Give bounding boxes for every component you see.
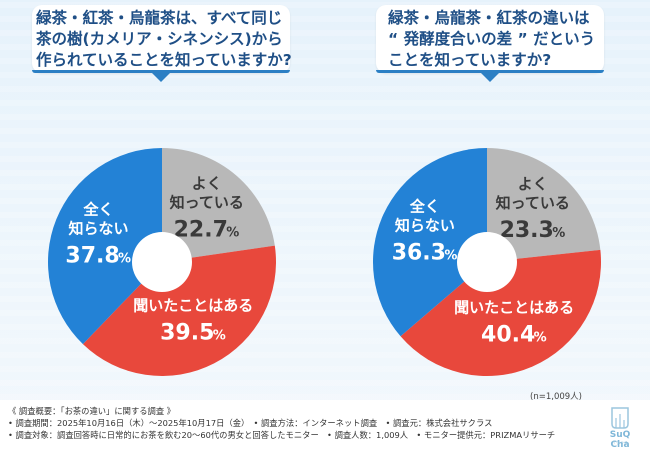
pie-1-label-0-line-0: よく	[518, 175, 548, 193]
pie-0-slice-2	[48, 148, 162, 345]
right-title-underline	[376, 70, 604, 73]
left-title-line-1: 緑茶・紅茶・烏龍茶は、すべて同じ	[36, 9, 283, 27]
right-title-pointer	[481, 73, 499, 82]
pie-0-value-0: 22.7	[174, 217, 228, 242]
left-question-box: 緑茶・紅茶・烏龍茶は、すべて同じ 茶の樹(カメリア・シネンシス)から 作られてい…	[32, 5, 292, 82]
right-title-line-1: 緑茶・烏龍茶・紅茶の違いは	[388, 9, 590, 27]
footer-line-2: • 調査期間：2025年10月16日（木）〜2025年10月17日（金） • 調…	[8, 418, 493, 428]
pie-0-label-0-line-1: 知っている	[170, 193, 244, 211]
pie-1-unit-1: %	[534, 330, 547, 345]
footer-line-1: 《 調査概要：「お茶の違い」に関する調査 》	[8, 406, 176, 416]
sample-size-note: (n=1,009人)	[530, 392, 582, 402]
right-question-box: 緑茶・烏龍茶・紅茶の違いは “ 発酵度合いの差 ” だという ことを知っています…	[376, 5, 604, 82]
pie-1-slice-0	[487, 148, 601, 262]
pie-charts: よく知っている22.7%聞いたことはある39.5%全く知らない37.8%よく知っ…	[48, 148, 601, 377]
logo-subtext: サクラス	[612, 440, 628, 445]
logo-text: SuQ Cha	[609, 430, 631, 450]
pie-1-unit-2: %	[444, 248, 457, 263]
survey-footer: 《 調査概要：「お茶の違い」に関する調査 》 • 調査期間：2025年10月16…	[0, 400, 650, 450]
right-title-line-2: “ 発酵度合いの差 ” だという	[388, 30, 596, 48]
pie-0-label-1-line-0: 聞いたことはある	[133, 296, 253, 314]
pie-1-center-hole	[457, 232, 517, 292]
pie-1-value-1: 40.4	[481, 322, 535, 347]
pie-0-unit-0: %	[226, 225, 239, 240]
pie-0-center-hole	[132, 232, 192, 292]
pie-0-label-2-line-0: 全く	[83, 200, 114, 218]
logo-mark	[611, 407, 629, 429]
left-title-line-3: 作られていることを知っていますか?	[36, 51, 292, 69]
pie-1-label-2-line-1: 知らない	[395, 216, 455, 234]
footer-line-3: • 調査対象：調査回答時に日常的にお茶を飲む20〜60代の男女と回答したモニター…	[8, 430, 556, 440]
pie-1-value-2: 36.3	[392, 240, 446, 265]
pie-0-value-1: 39.5	[160, 320, 214, 345]
pie-1-unit-0: %	[552, 226, 565, 241]
right-title-line-3: ことを知っていますか?	[388, 51, 552, 69]
pie-0-unit-2: %	[118, 251, 131, 266]
left-title-underline	[32, 70, 290, 73]
pie-1-value-0: 23.3	[500, 218, 554, 243]
pie-1-label-1-line-0: 聞いたことはある	[454, 298, 574, 316]
pie-0-slice-1	[82, 245, 276, 377]
pie-1-slice-1	[400, 249, 601, 377]
tea-cup-logo-icon: SuQ Cha サクラス	[600, 404, 640, 450]
pie-0-label-2-line-1: 知らない	[69, 219, 129, 237]
pie-1-label-2-line-0: 全く	[409, 197, 440, 215]
pie-0-label-0-line-0: よく	[192, 174, 222, 192]
pie-0-unit-1: %	[213, 328, 226, 343]
pie-1-slice-2	[373, 148, 487, 337]
pie-0-value-2: 37.8	[65, 243, 119, 268]
left-title-pointer	[152, 73, 170, 82]
pie-0-slice-0	[162, 148, 275, 262]
left-title-line-2: 茶の樹(カメリア・シネンシス)から	[36, 30, 283, 48]
pie-1-label-0-line-1: 知っている	[496, 194, 570, 212]
